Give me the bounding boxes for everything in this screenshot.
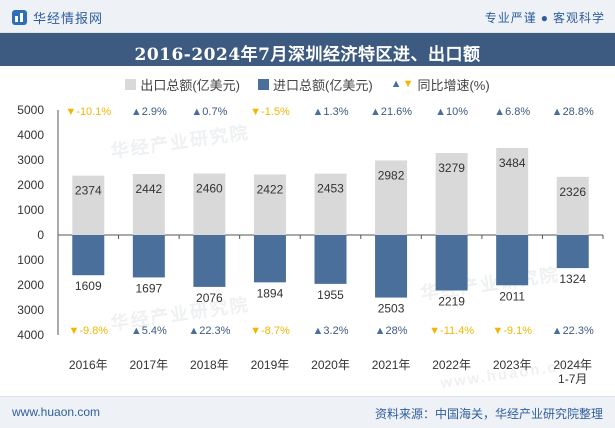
import-bar — [375, 235, 408, 298]
slogan-left: 专业严谨 — [484, 11, 537, 25]
export-value-label: 2982 — [378, 168, 405, 182]
chart-legend: 出口总额(亿美元) 进口总额(亿美元) ▲ ▼ 同比增速(%) — [0, 73, 615, 95]
export-yoy-label: ▲6.8% — [494, 106, 530, 118]
chart-plot: 5000 4000 3000 2000 1000 0 1000 2000 3000 4000 237… — [17, 103, 604, 386]
x-tick-label: 2020年 — [311, 358, 350, 372]
export-bar — [72, 175, 105, 235]
export-bar — [314, 173, 347, 235]
export-value-label: 2374 — [75, 184, 102, 198]
import-bar — [314, 235, 347, 284]
export-value-label: 2453 — [317, 182, 344, 196]
import-yoy-label: ▲3.2% — [313, 325, 349, 337]
import-yoy-label: ▼-11.4% — [429, 325, 474, 337]
export-value-label: 2460 — [196, 182, 223, 196]
export-bar — [132, 173, 165, 235]
footer-bar: www.huaon.com 资料来源：中国海关，华经产业研究院整理 — [0, 396, 615, 428]
export-value-label: 3484 — [499, 156, 526, 170]
import-yoy-label: ▲22.3% — [188, 325, 230, 337]
logo-icon — [12, 10, 27, 25]
import-yoy-label: ▲22.3% — [552, 325, 594, 337]
import-value-label: 2011 — [499, 289, 525, 303]
y-tick-label: 3000 — [17, 153, 44, 167]
export-value-label: 3279 — [438, 161, 465, 175]
slogan: 专业严谨 ● 客观科学 — [485, 9, 605, 26]
import-bar — [556, 235, 589, 269]
export-yoy-label: ▼-10.1% — [65, 106, 111, 118]
export-bar — [556, 176, 589, 235]
export-value-label: 2442 — [135, 182, 162, 196]
export-bar — [253, 174, 286, 235]
legend-swatch-export — [125, 78, 137, 90]
export-yoy-label: ▲10% — [435, 106, 468, 118]
y-tick-label: 1000 — [17, 253, 44, 267]
x-tick-label: 2017年 — [129, 358, 168, 372]
import-bar — [253, 235, 286, 283]
y-tick-label: 1000 — [17, 203, 44, 217]
x-tick-label: 2022年 — [432, 358, 471, 372]
import-value-label: 2503 — [378, 302, 405, 316]
import-value-label: 2219 — [438, 294, 465, 308]
brand[interactable]: 华经情报网 — [12, 8, 103, 27]
top-bar: 华经情报网 专业严谨 ● 客观科学 — [0, 0, 615, 33]
legend-item-yoy: ▲ ▼ 同比增速(%) — [391, 75, 490, 94]
x-tick-label: 2018年 — [190, 358, 229, 372]
import-yoy-label: ▲5.4% — [131, 325, 167, 337]
import-yoy-label: ▲28% — [375, 325, 408, 337]
brand-name: 华经情报网 — [33, 11, 104, 26]
import-yoy-label: ▼-8.7% — [250, 325, 290, 337]
yoy-triangles-icon: ▲ ▼ — [390, 78, 414, 90]
y-tick-label: 4000 — [17, 328, 44, 342]
legend-label-export: 出口总额(亿美元) — [140, 77, 240, 93]
x-tick-label: 2023年 — [493, 358, 532, 372]
footer-source: 资料来源：中国海关，华经产业研究院整理 — [374, 407, 603, 421]
legend-label-yoy: 同比增速(%) — [417, 77, 490, 93]
y-tick-label: 0 — [37, 228, 44, 242]
title-bar: 2016-2024年7月深圳经济特区进、出口额 — [0, 33, 615, 66]
y-tick-label: 4000 — [17, 128, 44, 142]
export-yoy-label: ▲21.6% — [370, 106, 412, 118]
export-yoy-label: ▲0.7% — [191, 106, 227, 118]
legend-label-import: 进口总额(亿美元) — [273, 77, 373, 93]
import-bar — [435, 235, 468, 291]
x-tick-label: 1-7月 — [558, 372, 587, 386]
export-yoy-label: ▲2.9% — [131, 106, 167, 118]
import-bar — [193, 235, 226, 287]
import-yoy-label: ▼-9.1% — [492, 325, 532, 337]
footer-site-link[interactable]: www.huaon.com — [12, 405, 101, 419]
export-value-label: 2326 — [559, 185, 586, 199]
export-yoy-label: ▼-1.5% — [250, 106, 290, 118]
import-value-label: 1609 — [75, 279, 102, 293]
legend-swatch-import — [258, 78, 269, 90]
export-bar — [435, 153, 468, 235]
y-tick-label: 5000 — [17, 103, 44, 117]
export-yoy-label: ▲28.8% — [552, 106, 594, 118]
import-value-label: 1324 — [559, 272, 586, 286]
import-value-label: 2076 — [196, 291, 223, 305]
export-bar — [193, 173, 226, 235]
import-bar — [72, 235, 105, 276]
import-value-label: 1955 — [317, 288, 344, 302]
x-tick-label: 2016年 — [69, 358, 108, 372]
export-yoy-label: ▲1.3% — [313, 106, 349, 118]
y-tick-label: 2000 — [17, 278, 44, 292]
legend-item-export: 出口总额(亿美元) — [125, 75, 240, 94]
export-bar — [496, 147, 529, 235]
import-value-label: 1894 — [257, 286, 284, 300]
x-tick-label: 2019年 — [251, 358, 290, 372]
import-bar — [132, 235, 165, 278]
y-tick-label: 3000 — [17, 303, 44, 317]
x-tick-label: 2024年 — [553, 358, 592, 372]
import-value-label: 1697 — [135, 281, 162, 295]
y-tick-label: 2000 — [17, 178, 44, 192]
x-tick-label: 2021年 — [372, 358, 411, 372]
slogan-dot-icon: ● — [540, 11, 549, 25]
legend-item-import: 进口总额(亿美元) — [258, 75, 373, 94]
import-bar — [496, 235, 529, 286]
export-bar — [375, 160, 408, 235]
import-yoy-label: ▼-9.8% — [68, 325, 108, 337]
export-value-label: 2422 — [257, 182, 284, 196]
chart-title: 2016-2024年7月深圳经济特区进、出口额 — [134, 45, 481, 65]
slogan-right: 客观科学 — [552, 11, 605, 25]
